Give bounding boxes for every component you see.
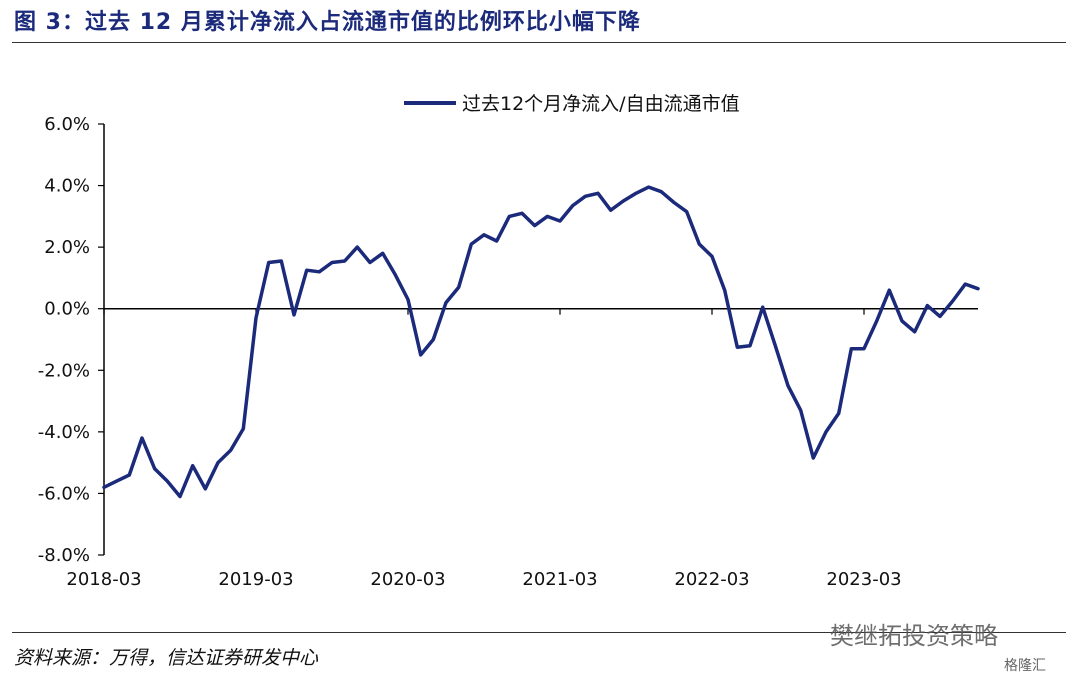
- series-group: [102, 185, 980, 499]
- data-point: [508, 215, 510, 217]
- data-point: [964, 283, 966, 285]
- data-point: [255, 317, 257, 319]
- data-point: [686, 211, 688, 213]
- data-point: [774, 345, 776, 347]
- data-point: [901, 320, 903, 322]
- data-point: [939, 315, 941, 317]
- data-point: [141, 437, 143, 439]
- footer-divider: [12, 632, 1066, 633]
- data-point: [863, 348, 865, 350]
- data-point: [483, 234, 485, 236]
- x-tick-label: 2019-03: [218, 569, 293, 590]
- data-point: [242, 428, 244, 430]
- data-point: [369, 261, 371, 264]
- legend-label: 过去12个月净流入/自由流通市值: [462, 93, 740, 115]
- data-point: [154, 468, 156, 470]
- data-point: [597, 192, 599, 194]
- data-point: [394, 274, 396, 276]
- data-point: [280, 260, 282, 262]
- data-point: [977, 288, 979, 290]
- y-tick-label: -2.0%: [38, 360, 90, 381]
- x-tick-label: 2018-03: [66, 569, 141, 590]
- data-point: [230, 449, 232, 451]
- data-point: [318, 271, 320, 273]
- data-point: [926, 305, 928, 307]
- data-point: [293, 314, 295, 316]
- watermark-small: 格隆汇: [1004, 658, 1046, 674]
- y-axis: -8.0% -6.0% -4.0% -2.0% 0.0% 2.0% 4.0% 6.0%: [38, 114, 105, 566]
- data-point: [407, 298, 409, 301]
- data-point: [572, 205, 574, 207]
- data-point: [546, 215, 548, 217]
- data-point: [470, 243, 472, 245]
- line-chart: -8.0% -6.0% -4.0% -2.0% 0.0% 2.0% 4.0% 6.0% 201…: [38, 93, 980, 590]
- data-point: [749, 345, 751, 347]
- data-point: [876, 320, 878, 322]
- data-point: [610, 209, 612, 211]
- data-point: [521, 212, 523, 214]
- series-line: [102, 185, 980, 499]
- data-point: [204, 488, 206, 490]
- data-point: [635, 192, 637, 194]
- data-point: [724, 289, 726, 291]
- data-point: [711, 255, 713, 257]
- data-point: [648, 186, 650, 188]
- data-point: [432, 338, 434, 341]
- data-point: [952, 300, 954, 302]
- data-point: [825, 431, 827, 433]
- data-point: [496, 240, 498, 242]
- y-tick-label: 2.0%: [44, 237, 90, 258]
- data-point: [800, 409, 802, 411]
- data-point: [534, 225, 536, 227]
- data-point: [128, 474, 130, 476]
- data-point: [445, 302, 447, 304]
- data-point: [116, 480, 118, 482]
- data-point: [344, 260, 346, 262]
- data-point: [762, 306, 764, 308]
- data-point: [736, 346, 738, 348]
- data-point: [838, 412, 840, 414]
- data-point: [382, 252, 384, 254]
- y-tick-label: -4.0%: [38, 422, 90, 443]
- x-tick-label: 2023-03: [826, 569, 901, 590]
- data-point: [559, 220, 561, 222]
- data-point: [420, 354, 422, 356]
- data-point: [268, 261, 270, 264]
- data-point: [356, 246, 358, 248]
- chart-title: 图 3：过去 12 月累计净流入占流通市值的比例环比小幅下降: [14, 10, 641, 35]
- data-point: [698, 243, 700, 245]
- data-point: [888, 289, 890, 291]
- x-tick-label: 2020-03: [370, 569, 445, 590]
- source-note: 资料来源：万得，信达证券研发中心: [14, 647, 319, 669]
- data-point: [458, 286, 460, 288]
- data-point: [306, 269, 308, 271]
- data-point: [673, 201, 675, 204]
- y-tick-label: -6.0%: [38, 483, 90, 504]
- x-axis: 2018-03 2019-03 2020-03 2021-03 2022-03 2023-…: [66, 307, 978, 590]
- data-point: [331, 261, 333, 264]
- data-point: [166, 480, 168, 482]
- data-point: [584, 195, 586, 197]
- legend: 过去12个月净流入/自由流通市值: [404, 93, 740, 115]
- y-tick-label: 0.0%: [44, 299, 90, 320]
- y-tick-label: 4.0%: [44, 176, 90, 197]
- watermark: 樊继拓投资策略: [830, 622, 998, 650]
- data-point: [217, 462, 219, 464]
- data-point: [812, 457, 814, 459]
- x-tick-label: 2022-03: [674, 569, 749, 590]
- data-point: [192, 465, 194, 467]
- title-divider: [12, 42, 1066, 43]
- data-point: [103, 486, 105, 488]
- data-point: [622, 200, 624, 202]
- data-point: [787, 385, 789, 387]
- data-point: [660, 191, 662, 193]
- data-point: [850, 348, 852, 350]
- data-point: [179, 495, 181, 498]
- y-tick-label: 6.0%: [44, 114, 90, 135]
- x-tick-label: 2021-03: [522, 569, 597, 590]
- y-tick-label: -8.0%: [38, 545, 90, 566]
- data-point: [914, 331, 916, 333]
